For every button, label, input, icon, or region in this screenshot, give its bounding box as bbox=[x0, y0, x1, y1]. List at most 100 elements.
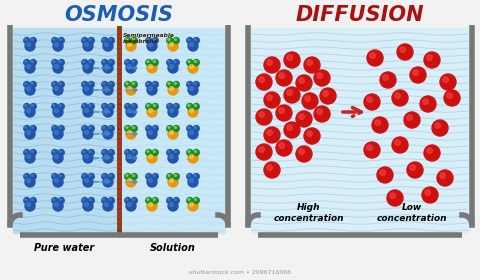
Circle shape bbox=[24, 174, 30, 179]
Circle shape bbox=[109, 150, 111, 153]
Circle shape bbox=[413, 70, 419, 75]
Circle shape bbox=[188, 85, 198, 95]
Circle shape bbox=[128, 155, 132, 158]
Circle shape bbox=[83, 129, 93, 139]
Circle shape bbox=[383, 75, 388, 80]
Circle shape bbox=[52, 60, 58, 66]
Circle shape bbox=[26, 202, 31, 207]
Circle shape bbox=[190, 109, 193, 113]
Circle shape bbox=[105, 179, 108, 183]
Circle shape bbox=[174, 82, 177, 85]
Circle shape bbox=[24, 174, 27, 177]
Circle shape bbox=[284, 87, 300, 103]
Circle shape bbox=[102, 150, 108, 155]
Circle shape bbox=[132, 150, 134, 153]
Circle shape bbox=[109, 104, 111, 107]
Circle shape bbox=[102, 60, 108, 66]
Text: DIFFUSION: DIFFUSION bbox=[296, 5, 424, 25]
Circle shape bbox=[267, 130, 273, 136]
Circle shape bbox=[103, 201, 113, 211]
Circle shape bbox=[58, 81, 64, 88]
Circle shape bbox=[125, 38, 131, 43]
Circle shape bbox=[55, 202, 59, 207]
Circle shape bbox=[147, 85, 157, 95]
Circle shape bbox=[169, 109, 173, 113]
Circle shape bbox=[84, 155, 88, 158]
Circle shape bbox=[30, 38, 36, 43]
Circle shape bbox=[153, 82, 156, 85]
Circle shape bbox=[299, 114, 304, 119]
Circle shape bbox=[169, 64, 173, 69]
Circle shape bbox=[88, 125, 94, 132]
Circle shape bbox=[88, 60, 94, 66]
Circle shape bbox=[128, 87, 132, 90]
Circle shape bbox=[126, 199, 128, 200]
Circle shape bbox=[392, 90, 408, 106]
Circle shape bbox=[52, 104, 58, 109]
Circle shape bbox=[102, 197, 108, 204]
Circle shape bbox=[132, 199, 134, 200]
Circle shape bbox=[256, 74, 272, 90]
Circle shape bbox=[126, 150, 128, 153]
Circle shape bbox=[193, 38, 199, 43]
Circle shape bbox=[84, 179, 88, 183]
Circle shape bbox=[168, 153, 178, 163]
Circle shape bbox=[174, 104, 176, 107]
Circle shape bbox=[153, 38, 156, 41]
Bar bbox=[119, 28, 225, 233]
Circle shape bbox=[425, 190, 431, 195]
Circle shape bbox=[194, 38, 196, 41]
Text: shutterstock.com • 2096716066: shutterstock.com • 2096716066 bbox=[189, 270, 291, 276]
Circle shape bbox=[125, 174, 131, 179]
Circle shape bbox=[267, 95, 273, 101]
Circle shape bbox=[154, 104, 156, 107]
Circle shape bbox=[427, 148, 432, 153]
Circle shape bbox=[55, 43, 59, 46]
Circle shape bbox=[435, 123, 441, 129]
Circle shape bbox=[440, 74, 456, 90]
Circle shape bbox=[147, 129, 157, 139]
Circle shape bbox=[380, 170, 385, 175]
Circle shape bbox=[169, 130, 173, 134]
Circle shape bbox=[102, 38, 108, 43]
Circle shape bbox=[193, 60, 199, 66]
Circle shape bbox=[88, 174, 94, 179]
Circle shape bbox=[190, 179, 193, 183]
Circle shape bbox=[132, 104, 134, 107]
Circle shape bbox=[148, 109, 153, 113]
Circle shape bbox=[88, 197, 94, 204]
Circle shape bbox=[167, 38, 173, 43]
Circle shape bbox=[26, 155, 31, 158]
Circle shape bbox=[83, 126, 85, 129]
Circle shape bbox=[194, 82, 196, 85]
Circle shape bbox=[55, 64, 59, 69]
Circle shape bbox=[89, 199, 91, 200]
Circle shape bbox=[83, 107, 93, 117]
Circle shape bbox=[53, 41, 63, 51]
Circle shape bbox=[52, 197, 58, 204]
Circle shape bbox=[58, 60, 64, 66]
Circle shape bbox=[24, 104, 27, 107]
Circle shape bbox=[259, 147, 264, 152]
Circle shape bbox=[194, 104, 197, 107]
Circle shape bbox=[108, 174, 114, 179]
Circle shape bbox=[168, 82, 170, 85]
Circle shape bbox=[320, 88, 336, 104]
Circle shape bbox=[126, 126, 128, 129]
Circle shape bbox=[154, 60, 156, 63]
Circle shape bbox=[169, 43, 173, 46]
Circle shape bbox=[152, 197, 158, 204]
Circle shape bbox=[187, 174, 193, 179]
Circle shape bbox=[128, 179, 132, 183]
Circle shape bbox=[31, 38, 33, 41]
Circle shape bbox=[147, 126, 149, 129]
Circle shape bbox=[24, 125, 30, 132]
Circle shape bbox=[296, 75, 312, 91]
Circle shape bbox=[193, 81, 199, 88]
Circle shape bbox=[31, 104, 33, 107]
Circle shape bbox=[410, 165, 415, 171]
Circle shape bbox=[167, 174, 173, 179]
Circle shape bbox=[147, 104, 149, 107]
Circle shape bbox=[58, 125, 64, 132]
Circle shape bbox=[103, 199, 105, 200]
